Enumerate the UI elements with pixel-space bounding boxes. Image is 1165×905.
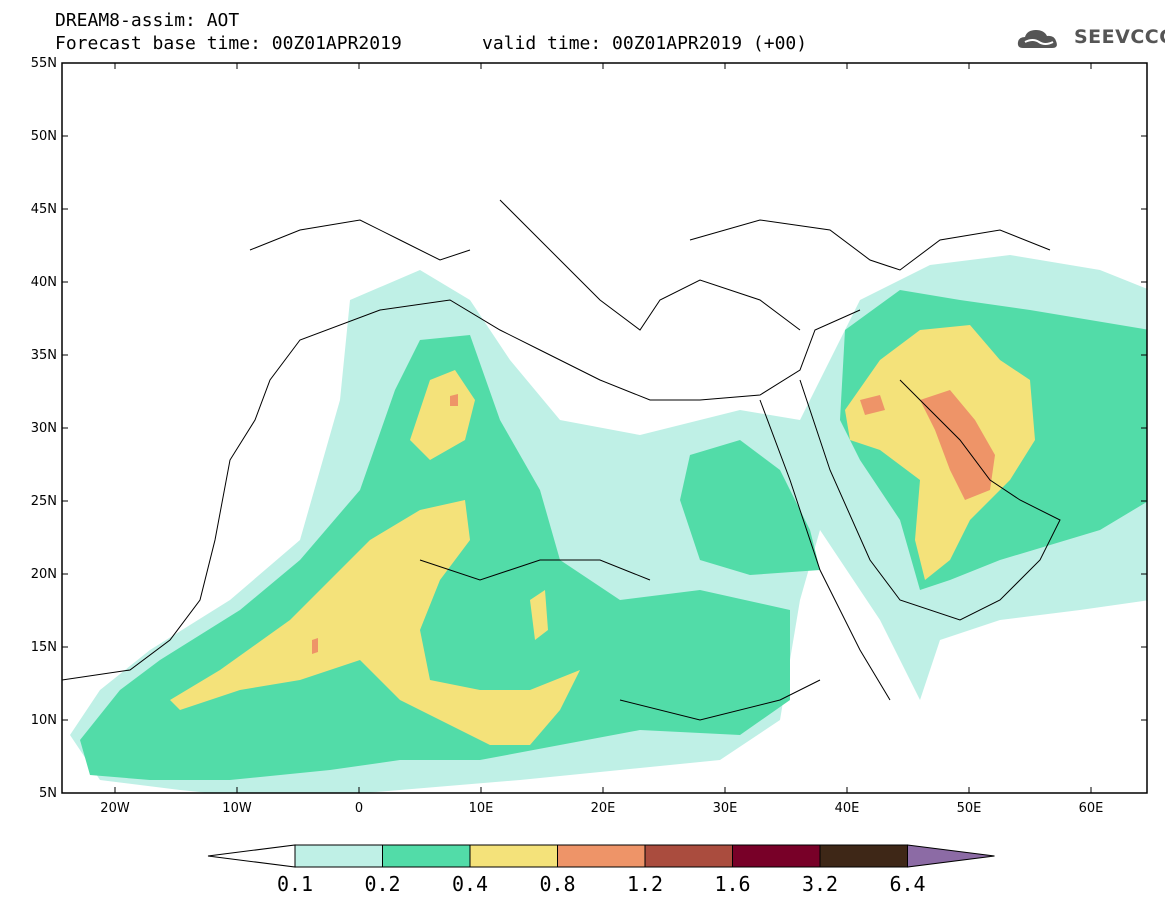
- longitude-labels: 20W 10W 0 10E 20E 30E 40E 50E 60E: [100, 801, 1103, 816]
- aot-band-0.4: [410, 370, 475, 460]
- latitude-label: 55N: [31, 56, 57, 71]
- longitude-label: 20E: [591, 801, 616, 816]
- aot-band-0.4: [170, 500, 580, 745]
- colorbar-label: 0.2: [364, 872, 401, 896]
- latitude-labels: 55N 50N 45N 40N 35N 30N 25N 20N 15N 10N 5N: [31, 56, 57, 801]
- longitude-label: 10W: [222, 801, 252, 816]
- aot-band-0.4: [530, 590, 548, 640]
- map-title: DREAM8-assim: AOT: [55, 10, 240, 31]
- latitude-label: 15N: [31, 640, 57, 655]
- colorbar-segment: [557, 844, 646, 868]
- colorbar-segment: [382, 844, 471, 868]
- aot-fields: [70, 255, 1147, 793]
- latitude-label: 10N: [31, 713, 57, 728]
- colorbar-segment: [819, 844, 908, 868]
- colorbar-segment: [294, 844, 383, 868]
- colorbar-segment: [644, 844, 733, 868]
- longitude-label: 10E: [469, 801, 494, 816]
- colorbar-label: 1.6: [714, 872, 751, 896]
- longitude-label: 20W: [100, 801, 130, 816]
- latitude-label: 40N: [31, 275, 57, 290]
- latitude-label: 30N: [31, 421, 57, 436]
- latitude-label: 50N: [31, 129, 57, 144]
- longitude-label: 0: [355, 801, 363, 816]
- aot-band-0.4: [845, 325, 1035, 580]
- longitude-label: 40E: [835, 801, 860, 816]
- aot-band-0.8: [312, 638, 318, 654]
- colorbar-label: 0.8: [539, 872, 576, 896]
- latitude-label: 25N: [31, 494, 57, 509]
- coastlines: [62, 199, 1061, 721]
- axis-ticks: [62, 62, 1147, 794]
- latitude-label: 5N: [39, 786, 57, 801]
- colorbar-upper-arrow: [907, 844, 995, 868]
- aot-band-0.8: [920, 390, 995, 500]
- aot-band-0.8: [450, 394, 458, 406]
- colorbar-label: 6.4: [889, 872, 926, 896]
- latitude-label: 35N: [31, 348, 57, 363]
- cloud-icon: [1017, 30, 1057, 48]
- longitude-label: 60E: [1079, 801, 1104, 816]
- aot-band-0.2: [680, 440, 820, 575]
- colorbar-segment: [469, 844, 558, 868]
- valid-time: valid time: 00Z01APR2019 (+00): [482, 33, 808, 54]
- colorbar-label: 1.2: [626, 872, 664, 896]
- colorbar-segment: [732, 844, 821, 868]
- latitude-label: 20N: [31, 567, 57, 582]
- forecast-base-time: Forecast base time: 00Z01APR2019: [55, 33, 402, 54]
- colorbar: [207, 844, 995, 868]
- longitude-label: 30E: [713, 801, 738, 816]
- logo-text: SEEVCCC: [1074, 26, 1165, 48]
- latitude-label: 45N: [31, 202, 57, 217]
- colorbar-lower-arrow: [207, 844, 296, 868]
- colorbar-label: 0.4: [451, 872, 489, 896]
- colorbar-label: 3.2: [801, 872, 839, 896]
- longitude-label: 50E: [957, 801, 982, 816]
- colorbar-label: 0.1: [276, 872, 314, 896]
- aot-band-0.8: [860, 395, 885, 415]
